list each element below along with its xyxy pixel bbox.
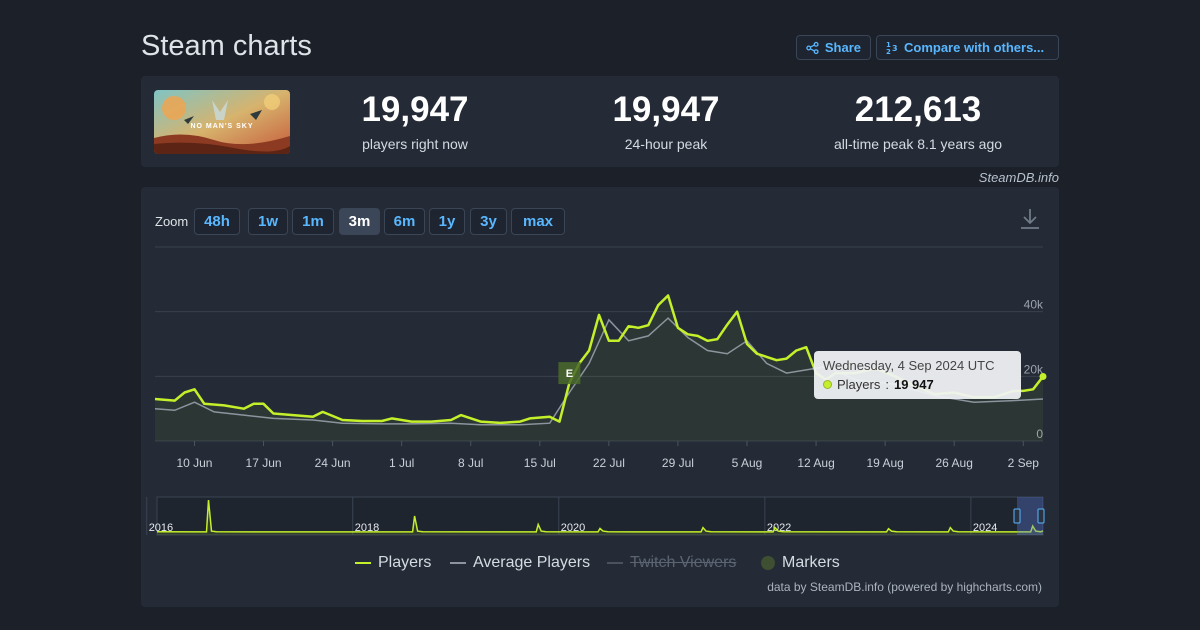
x-tick-label: 10 Jun: [176, 456, 212, 470]
chart-footer-credit: data by SteamDB.info (powered by highcha…: [767, 580, 1042, 594]
zoom-48h-button[interactable]: 48h: [194, 208, 240, 235]
share-label: Share: [824, 40, 861, 55]
x-tick-label: 2 Sep: [1008, 456, 1040, 470]
navigator-handle[interactable]: [1013, 508, 1021, 524]
legend-markers-swatch: [761, 556, 775, 570]
stat-current-value: 19,947: [361, 90, 469, 129]
x-tick-label: 26 Aug: [936, 456, 973, 470]
legend-average-swatch: [450, 562, 466, 564]
marker-label: E: [566, 368, 573, 380]
share-button[interactable]: Share: [796, 35, 871, 60]
zoom-max-button[interactable]: max: [511, 208, 565, 235]
chart-tooltip: Wednesday, 4 Sep 2024 UTC Players: 19 94…: [814, 351, 1021, 399]
y-tick-label: 0: [1036, 427, 1043, 441]
stat-current: 19,947 players right now: [345, 90, 485, 152]
svg-text:3: 3: [892, 44, 898, 53]
tooltip-value: 19 947: [893, 377, 934, 392]
x-tick-label: 8 Jul: [458, 456, 483, 470]
share-icon: [806, 41, 819, 54]
zoom-label: Zoom: [155, 214, 189, 229]
compare-icon: 12 3: [886, 41, 898, 55]
marker-flag: [558, 362, 581, 385]
page-title: Steam charts: [141, 30, 312, 62]
zoom-1w-button[interactable]: 1w: [248, 208, 288, 235]
x-tick-label: 17 Jun: [246, 456, 282, 470]
y-tick-label: 20k: [1024, 362, 1044, 376]
legend-twitch-label: Twitch Viewers: [630, 554, 737, 571]
navigator-year-label: 2016: [149, 522, 173, 534]
legend-markers-label: Markers: [782, 554, 840, 571]
navigator-year-label: 2018: [355, 522, 379, 534]
x-tick-label: 29 Jul: [662, 456, 694, 470]
navigator-handle[interactable]: [1037, 508, 1045, 524]
tooltip-series-name: Players: [837, 377, 881, 392]
zoom-3m-button[interactable]: 3m: [339, 208, 380, 235]
zoom-3y-button[interactable]: 3y: [470, 208, 507, 235]
legend-average-players[interactable]: Average Players: [450, 554, 590, 572]
tooltip-series-dot: [823, 380, 832, 389]
navigator-year-label: 2020: [561, 522, 585, 534]
player-chart[interactable]: 0 20k 40k 10 Jun 17 Jun 24 Jun 1 Jul 8 Jul 15 Ju…: [141, 187, 1059, 547]
x-tick-label: 24 Jun: [315, 456, 351, 470]
legend-players-label: Players: [378, 554, 432, 571]
legend-players[interactable]: Players: [355, 554, 431, 572]
x-tick-label: 1 Jul: [389, 456, 414, 470]
svg-text:2: 2: [886, 48, 891, 55]
stat-24h-peak-value: 19,947: [612, 90, 720, 129]
stat-alltime-peak: 212,613 all-time peak 8.1 years ago: [812, 90, 1024, 152]
legend-twitch-viewers[interactable]: Twitch Viewers: [607, 554, 736, 572]
legend-players-swatch: [355, 562, 371, 564]
hover-point: [1039, 373, 1047, 381]
navigator-line: [156, 500, 1044, 533]
game-logo-text: NO MAN'S SKY: [190, 123, 254, 130]
chart-panel: Zoom 48h 1w 1m 3m 6m 1y 3y max 0 20k 40k 10…: [141, 187, 1059, 607]
legend-markers[interactable]: Markers: [761, 554, 840, 572]
stat-alltime-peak-label: all-time peak 8.1 years ago: [833, 136, 1003, 152]
y-tick-label: 40k: [1024, 298, 1044, 312]
legend-average-label: Average Players: [473, 554, 591, 571]
x-tick-label: 19 Aug: [866, 456, 903, 470]
x-tick-label: 12 Aug: [797, 456, 834, 470]
x-tick-label: 15 Jul: [524, 456, 556, 470]
navigator-year-label: 2024: [973, 522, 997, 534]
tooltip-row: Players: 19 947: [823, 377, 1012, 392]
x-tick-label: 5 Aug: [732, 456, 763, 470]
x-tick-label: 22 Jul: [593, 456, 625, 470]
legend-twitch-swatch: [607, 562, 623, 564]
stat-24h-peak-label: 24-hour peak: [624, 136, 708, 152]
tooltip-date: Wednesday, 4 Sep 2024 UTC: [823, 358, 995, 373]
zoom-1y-button[interactable]: 1y: [429, 208, 465, 235]
game-header-image[interactable]: NO MAN'S SKY: [154, 90, 290, 154]
stat-current-label: players right now: [362, 136, 468, 152]
stats-panel: NO MAN'S SKY 19,947 players right now 19…: [141, 76, 1059, 167]
source-credit[interactable]: SteamDB.info: [978, 170, 1059, 185]
svg-text:1: 1: [886, 41, 891, 49]
zoom-6m-button[interactable]: 6m: [384, 208, 425, 235]
stat-alltime-peak-value: 212,613: [854, 90, 982, 129]
download-icon[interactable]: [1019, 207, 1041, 231]
zoom-1m-button[interactable]: 1m: [292, 208, 334, 235]
stat-24h-peak: 19,947 24-hour peak: [596, 90, 736, 152]
compare-label: Compare with others...: [904, 40, 1045, 55]
players-area: [155, 295, 1043, 441]
